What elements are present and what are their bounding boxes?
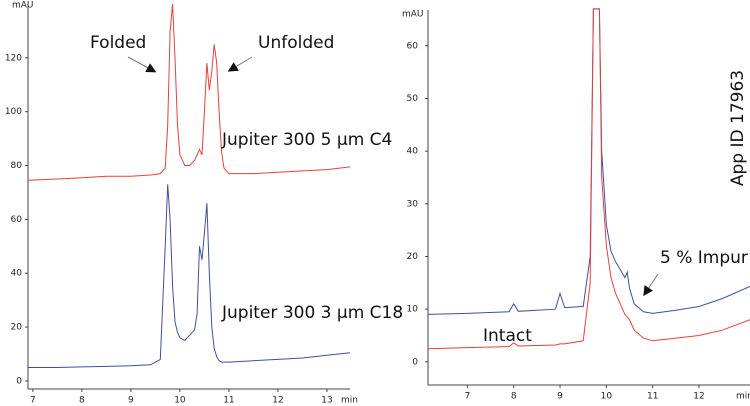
trace xyxy=(428,8,750,315)
annotation: Intact xyxy=(483,326,532,346)
y-tick-label: 10 xyxy=(407,305,419,315)
y-tick-label: 40 xyxy=(407,147,419,157)
panel: 0 10 20 30 40 50 60 7 8 9 10 11 12 mAU min Intact 5 % Im… xyxy=(402,8,750,402)
x-tick-label: 11 xyxy=(223,396,234,406)
x-tick-label: 7 xyxy=(30,396,36,406)
panel: 0 20 40 60 80 100 120 7 8 9 10 11 12 13 mAU min Folded Un… xyxy=(5,1,403,406)
x-tick-label: 8 xyxy=(79,396,85,406)
trace xyxy=(28,3,350,181)
y-tick-label: 40 xyxy=(11,269,23,279)
x-tick-label: 11 xyxy=(647,392,658,402)
y-tick-label: 50 xyxy=(407,94,419,104)
trace xyxy=(28,184,350,368)
y-tick-label: 20 xyxy=(11,323,23,333)
plot-area xyxy=(428,8,750,350)
arrow xyxy=(227,56,253,72)
annotation: Jupiter 300 3 µm C18 xyxy=(221,303,403,323)
annotation: 5 % Impur xyxy=(660,248,748,268)
y-tick-label: 80 xyxy=(11,161,23,171)
x-tick-label: 12 xyxy=(272,396,283,406)
y-axis-label: mAU xyxy=(12,1,34,11)
x-tick-label: 8 xyxy=(511,392,517,402)
x-tick-label: 10 xyxy=(174,396,186,406)
x-tick-label: 13 xyxy=(321,396,332,406)
x-axis-label: min xyxy=(341,396,358,406)
x-tick-label: 10 xyxy=(601,392,613,402)
annotation: Jupiter 300 5 µm C4 xyxy=(221,130,392,150)
annotation: App ID 17963 xyxy=(728,70,748,186)
arrow xyxy=(127,56,157,73)
x-tick-label: 9 xyxy=(557,392,563,402)
x-tick-label: 12 xyxy=(693,392,704,402)
annotation: Folded xyxy=(90,33,146,53)
arrows xyxy=(127,56,659,297)
y-tick-label: 0 xyxy=(16,376,22,386)
trace xyxy=(428,8,750,350)
y-tick-label: 120 xyxy=(5,53,22,63)
arrow xyxy=(643,273,659,297)
x-axis-label: min xyxy=(736,392,750,402)
plot-area xyxy=(28,3,350,368)
y-tick-label: 100 xyxy=(5,107,22,117)
annotation: Unfolded xyxy=(258,33,334,53)
x-tick-label: 7 xyxy=(465,392,471,402)
x-tick-label: 9 xyxy=(128,396,134,406)
y-axis-label: mAU xyxy=(402,10,424,20)
y-tick-label: 20 xyxy=(407,252,419,262)
y-tick-label: 0 xyxy=(412,357,418,367)
y-tick-label: 60 xyxy=(11,215,23,225)
y-tick-label: 60 xyxy=(407,41,419,51)
y-tick-label: 30 xyxy=(407,199,419,209)
